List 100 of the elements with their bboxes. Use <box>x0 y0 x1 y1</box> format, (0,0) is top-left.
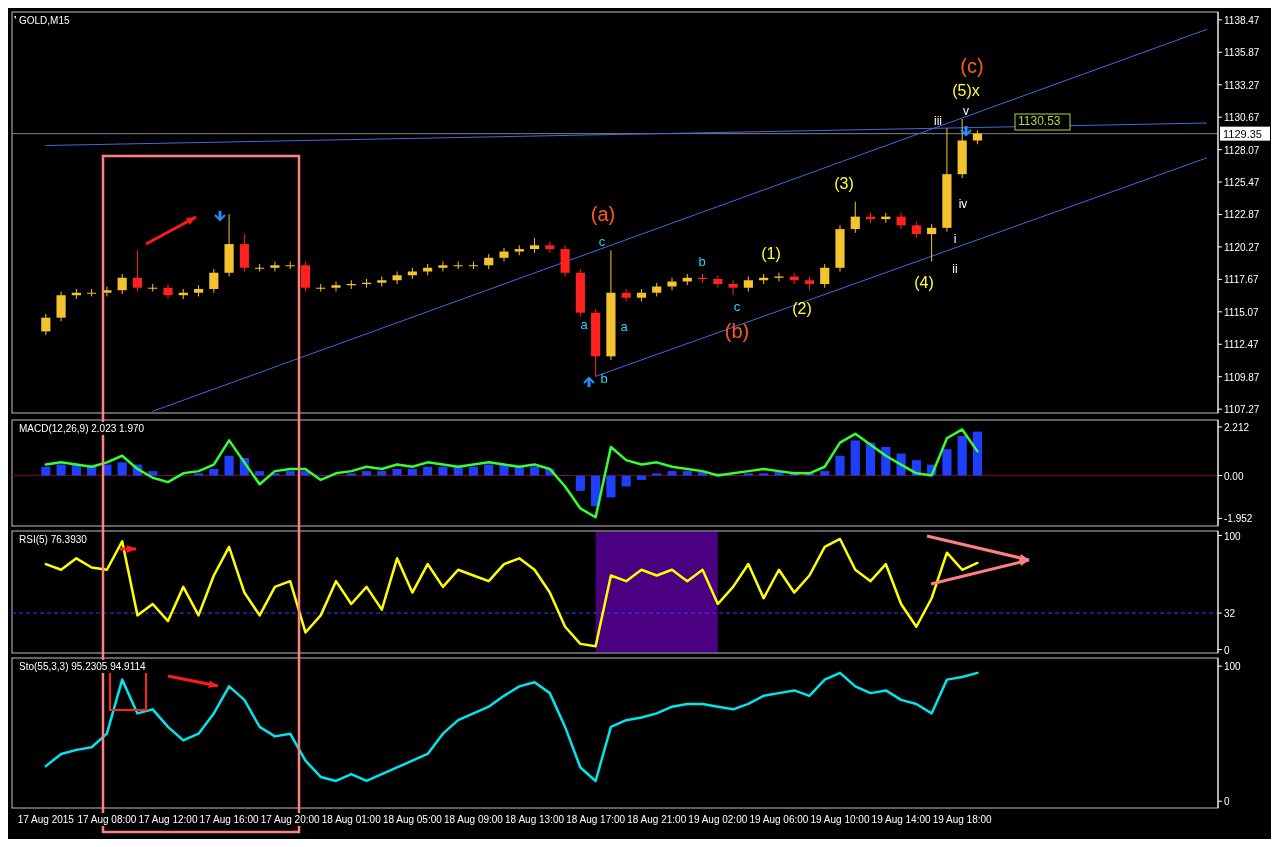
y-tick-label: 1128.07 <box>1224 144 1260 156</box>
bar <box>71 464 81 476</box>
y-tick-label: 1115.07 <box>1224 306 1260 318</box>
chart-title: Sto(55,3,3) 95.2305 94.9114 <box>19 661 147 672</box>
bar <box>575 475 585 491</box>
y-tick-label: 1122.87 <box>1224 209 1260 221</box>
annotation: c <box>733 299 741 315</box>
annotation: iii <box>934 114 942 129</box>
annotation: b <box>698 254 706 270</box>
bar <box>56 464 66 476</box>
bar <box>468 466 479 476</box>
bar <box>193 473 204 476</box>
candlestick <box>163 283 173 300</box>
bar <box>300 471 311 476</box>
bar <box>529 466 540 476</box>
x-tick-label: 18 Aug 17:00 <box>566 814 626 825</box>
candlestick <box>270 261 280 273</box>
candlestick <box>300 261 311 292</box>
x-tick-label: 17 Aug 20:00 <box>260 814 321 825</box>
x-tick-label: 19 Aug 02:00 <box>688 814 748 825</box>
y-tick-label: 1125.47 <box>1224 177 1260 189</box>
bar <box>423 466 433 476</box>
candlestick <box>255 263 265 273</box>
candlestick <box>117 273 127 295</box>
bar <box>361 471 372 476</box>
bar <box>636 475 647 480</box>
bar <box>377 471 387 476</box>
bar <box>407 468 417 476</box>
candlestick <box>499 247 509 263</box>
x-tick-label: 19 Aug 18:00 <box>932 814 993 825</box>
annotation: 1130.53 <box>1018 114 1061 129</box>
annotation: ii <box>952 262 958 277</box>
bar <box>499 464 509 476</box>
bar <box>759 473 769 476</box>
bar <box>835 455 845 476</box>
candlestick <box>896 212 906 230</box>
bar <box>743 473 753 476</box>
annotation: (b) <box>724 320 750 343</box>
candlestick <box>667 277 677 291</box>
bar <box>285 471 295 476</box>
bar <box>514 466 524 476</box>
candlestick <box>209 268 219 294</box>
annotation: v <box>963 104 969 119</box>
annotation: a <box>620 319 629 335</box>
x-tick-label: 19 Aug 10:00 <box>810 814 870 825</box>
x-tick-label: 18 Aug 05:00 <box>382 814 443 825</box>
chart-title: RSI(5) 76.3930 <box>19 534 88 545</box>
bar <box>652 473 662 476</box>
candlestick <box>850 201 860 234</box>
y-tick-label: 1117.67 <box>1224 274 1260 286</box>
x-tick-label: 18 Aug 01:00 <box>321 814 382 825</box>
candlestick <box>331 281 341 292</box>
bar <box>484 464 494 476</box>
x-tick-label: 18 Aug 21:00 <box>627 814 687 825</box>
bar <box>209 468 219 476</box>
annotation: c <box>598 234 606 250</box>
candlestick <box>728 279 738 296</box>
bar <box>453 466 463 476</box>
x-tick-label: 19 Aug 06:00 <box>749 814 809 825</box>
annotation: (4) <box>914 274 934 292</box>
candlestick <box>560 244 570 278</box>
x-tick-label: 18 Aug 13:00 <box>505 814 565 825</box>
bar <box>224 455 234 476</box>
chart-title: MACD(12,26,9) 2.023 1.970 <box>19 423 145 434</box>
x-tick-label: 17 Aug 08:00 <box>77 814 137 825</box>
y-tick-label: 1138.47 <box>1224 14 1260 26</box>
y-tick-label: 1130.67 <box>1224 112 1260 124</box>
y-tick-label: 0.00 <box>1224 470 1244 482</box>
y-tick-label: 0 <box>1224 796 1230 808</box>
y-tick-label: 0 <box>1224 644 1230 656</box>
candlestick <box>56 290 66 322</box>
bar <box>438 466 448 476</box>
y-tick-label: -1.952 <box>1224 513 1253 525</box>
bar <box>820 471 830 476</box>
x-tick-label: 19 Aug 14:00 <box>871 814 931 825</box>
x-tick-label: 17 Aug 12:00 <box>138 814 198 825</box>
bar <box>957 436 967 476</box>
y-tick-label: 1120.27 <box>1224 241 1260 253</box>
annotation: (5)x <box>952 82 980 100</box>
y-tick-label: 2.212 <box>1224 421 1250 433</box>
bar <box>942 449 952 476</box>
y-tick-label: 100 <box>1224 661 1242 673</box>
y-tick-label: 1107.27 <box>1224 404 1260 416</box>
y-tick-label: 1109.87 <box>1224 371 1260 383</box>
bar <box>346 473 356 476</box>
annotation: b <box>600 371 608 387</box>
annotation: (2) <box>792 300 812 318</box>
ref-line-label: 1129.35 <box>1223 127 1262 140</box>
annotation: iv <box>958 197 968 212</box>
candlestick <box>132 249 143 292</box>
line-series <box>44 671 979 783</box>
bar <box>972 431 983 476</box>
x-tick-label: 18 Aug 09:00 <box>443 814 504 825</box>
annotation: (1) <box>761 245 781 263</box>
chart-title: GOLD,M15 <box>19 15 71 26</box>
y-tick-label: 1133.27 <box>1224 79 1260 91</box>
bar <box>392 468 402 476</box>
candlestick <box>41 313 51 336</box>
y-tick-label: 1135.87 <box>1224 47 1260 59</box>
bar <box>606 475 616 498</box>
